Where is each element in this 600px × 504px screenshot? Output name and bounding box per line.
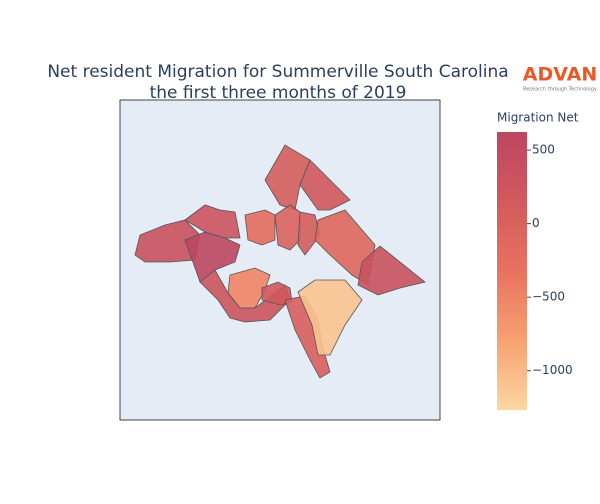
logo: ADVAN [523, 64, 598, 86]
colorbar-tick-label: 0 [532, 216, 540, 230]
chart-title: Net resident Migration for Summerville S… [47, 62, 508, 82]
region [299, 159, 351, 211]
regions [134, 144, 426, 379]
region [357, 245, 426, 296]
chart-subtitle: the first three months of 2019 [150, 83, 407, 103]
colorbar-title: Migration Net [497, 111, 579, 125]
colorbar-tick-label: −1000 [532, 363, 573, 377]
region [184, 204, 241, 239]
region [297, 211, 321, 256]
region [297, 279, 363, 356]
colorbar-tick-label: 500 [532, 143, 555, 157]
colorbar-tick-label: −500 [532, 290, 565, 304]
logo-tagline: Research through Technology [523, 87, 597, 93]
region [244, 209, 276, 246]
colorbar [497, 132, 527, 410]
